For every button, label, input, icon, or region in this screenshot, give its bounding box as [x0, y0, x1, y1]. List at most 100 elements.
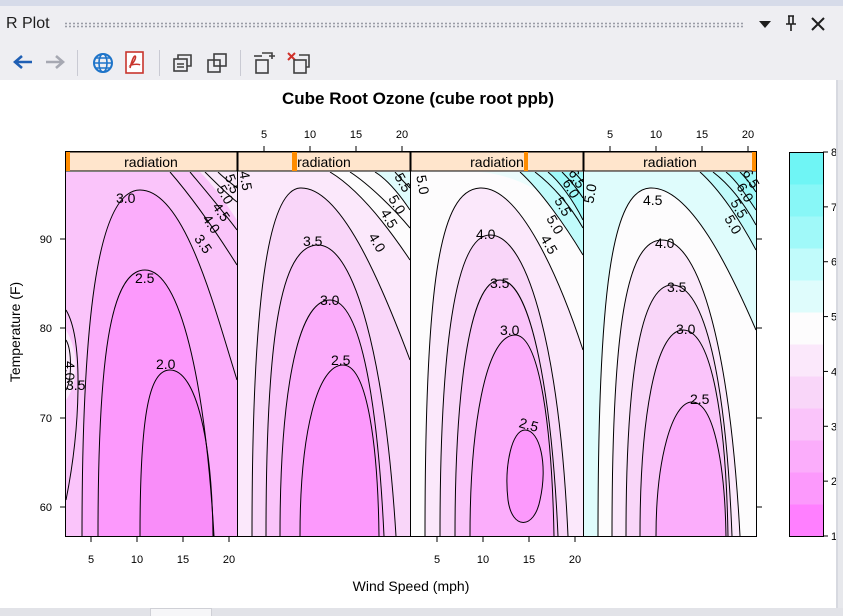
plot-area: Cube Root Ozone (cube root ppb) 5 10 15 … [0, 80, 838, 608]
strip [410, 151, 584, 172]
copy-image-icon[interactable] [206, 52, 228, 74]
color-key-label: 2 [831, 476, 836, 488]
remove-plot-icon[interactable] [286, 51, 312, 75]
x-tick-label: 5 [88, 554, 94, 566]
contour-label: 3.0 [320, 292, 340, 308]
contour-label: 4.5 [643, 192, 663, 208]
color-key-frame [789, 152, 824, 537]
tick-label-top: 10 [304, 129, 316, 141]
color-key-band [789, 312, 823, 345]
copy-window-icon[interactable] [172, 52, 194, 74]
strips: radiation radiation radiation radiation [65, 151, 757, 172]
strip-indicator [292, 152, 297, 171]
x-tick-label: 20 [223, 554, 235, 566]
strip-indicator [66, 152, 70, 171]
y-tick-label: 60 [40, 502, 52, 514]
tick-label-top: 20 [742, 129, 754, 141]
contour-label: 2.0 [156, 356, 176, 372]
back-arrow-icon[interactable] [12, 53, 34, 71]
tick-label-top: 15 [696, 129, 708, 141]
contour-label: 4.0 [655, 235, 675, 251]
contour-plot: Cube Root Ozone (cube root ppb) 5 10 15 … [7, 89, 837, 594]
contour-label: 3.5 [66, 377, 86, 393]
pdf-icon[interactable] [123, 50, 147, 76]
x-axis-label: Wind Speed (mph) [353, 578, 470, 594]
color-key-label: 3 [831, 421, 836, 433]
chart-title: Cube Root Ozone (cube root ppb) [282, 89, 554, 108]
x-tick-label: 20 [569, 554, 581, 566]
color-key-band [789, 408, 823, 441]
contour-label: 3.0 [500, 322, 520, 338]
tick-label-top: 10 [650, 129, 662, 141]
strip-label: radiation [643, 154, 697, 170]
x-tick-label: 15 [523, 554, 535, 566]
pin-icon[interactable] [784, 15, 798, 33]
bottom-tab[interactable] [150, 608, 212, 616]
contour-label: 4.5 [236, 170, 255, 192]
panel-2: 3.5 3.0 2.5 5.5 5.0 4.5 4.0 4.5 [236, 170, 415, 536]
color-key-band [789, 248, 823, 281]
color-key-band [789, 440, 823, 473]
strip-label: radiation [470, 154, 524, 170]
color-key-band [789, 472, 823, 505]
color-key-label: 8 [831, 147, 836, 159]
contour-label: 3.0 [676, 321, 696, 337]
strip-label: radiation [124, 154, 178, 170]
strip [237, 151, 411, 172]
y-tick-label: 70 [40, 413, 52, 425]
toolbar-separator [159, 50, 160, 76]
contour-label: 2.5 [135, 270, 155, 286]
contour-label: 4.0 [476, 226, 496, 242]
color-key-band [789, 184, 823, 217]
panel-3: 4.0 3.5 3.0 2.5 5.0 6.5 6.0 5.5 5.0 4.5 [411, 166, 589, 536]
y-tick-label: 80 [40, 323, 52, 335]
contour-label: 2.5 [517, 414, 540, 435]
color-key-label: 6 [831, 257, 836, 269]
panel-1: 3.0 2.5 2.0 4.0 3.5 5.5 5.0 4.5 4.0 3.5 [62, 172, 244, 536]
globe-icon[interactable] [91, 51, 115, 75]
contour-label: 3.5 [490, 275, 510, 291]
export-icon[interactable] [252, 51, 276, 75]
contour-label: 2.5 [331, 352, 351, 368]
tick-label-top: 5 [607, 129, 613, 141]
color-key-band [789, 344, 823, 377]
contour-label: 3.5 [667, 279, 687, 295]
close-icon[interactable] [810, 16, 826, 32]
strip-indicator [524, 152, 528, 171]
contour-label: 3.5 [303, 233, 323, 249]
x-tick-label: 10 [131, 554, 143, 566]
toolbar-separator [77, 50, 78, 76]
color-key-band [789, 280, 823, 313]
dropdown-icon[interactable] [758, 18, 772, 30]
panel-4: 4.5 4.0 3.5 3.0 2.5 5.0 6.5 6.0 5.5 5.0 [581, 166, 763, 536]
color-key-band [789, 376, 823, 409]
color-key-label: 4 [831, 366, 836, 378]
strip-label: radiation [297, 154, 351, 170]
color-key-band [789, 216, 823, 249]
x-tick-label: 5 [434, 554, 440, 566]
forward-arrow-icon[interactable] [44, 53, 66, 71]
tick-label-top: 20 [396, 129, 408, 141]
x-tick-label: 15 [177, 554, 189, 566]
window-title: R Plot [6, 15, 50, 32]
color-key-label: 5 [831, 312, 836, 324]
x-tick-label: 10 [477, 554, 489, 566]
y-tick-label: 90 [40, 234, 52, 246]
color-key-band [789, 504, 823, 537]
color-key-band [789, 152, 823, 185]
strip-indicator [752, 152, 756, 171]
drag-grip[interactable] [64, 22, 744, 28]
bottom-tab-strip [0, 608, 843, 616]
contour-label: 5.0 [581, 182, 600, 204]
color-key-label: 1 [831, 531, 836, 543]
window-titlebar: R Plot [0, 0, 843, 44]
y-axis-label: Temperature (F) [7, 282, 23, 382]
tick-label-top: 15 [350, 129, 362, 141]
color-key: 1 2 3 4 5 6 7 8 [789, 147, 837, 543]
contour-label: 3.0 [116, 190, 136, 206]
color-key-label: 7 [831, 202, 836, 214]
contour-label: 2.5 [690, 391, 710, 407]
plot-toolbar [0, 44, 843, 80]
toolbar-separator [240, 50, 241, 76]
contour-label: 5.0 [413, 174, 432, 196]
